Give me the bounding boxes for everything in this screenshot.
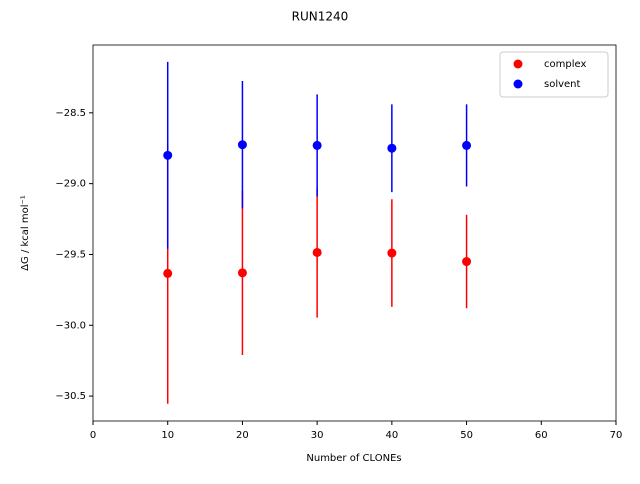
data-point [237,268,247,278]
x-tick-label: 0 [90,430,96,441]
data-point [312,247,322,257]
x-tick-label: 50 [460,430,473,441]
y-tick-label: −28.5 [55,108,86,119]
x-axis-label: Number of CLONEs [306,453,401,464]
legend-label: complex [544,59,586,70]
plot-frame [92,44,617,422]
legend-label: solvent [544,79,581,90]
data-point [237,140,247,150]
y-tick-label: −30.5 [55,391,86,402]
data-point [387,248,397,258]
x-tick-label: 60 [535,430,548,441]
x-tick-label: 30 [311,430,324,441]
x-tick-label: 40 [385,430,398,441]
y-tick-label: −30.0 [55,320,86,331]
legend-marker [513,59,523,69]
x-tick-label: 70 [610,430,623,441]
data-point [312,140,322,150]
x-tick-label: 10 [161,430,174,441]
y-tick-label: −29.0 [55,179,86,190]
y-axis-label: ΔG / kcal mol⁻¹ [20,195,31,271]
chart-title: RUN1240 [292,10,349,24]
legend-box [499,51,609,98]
data-point [163,268,173,278]
y-tick-label: −29.5 [55,249,86,260]
data-point [462,257,472,267]
data-point [163,150,173,160]
x-tick-label: 20 [236,430,249,441]
legend-marker [513,79,523,89]
data-point [387,143,397,153]
data-point [462,140,472,150]
